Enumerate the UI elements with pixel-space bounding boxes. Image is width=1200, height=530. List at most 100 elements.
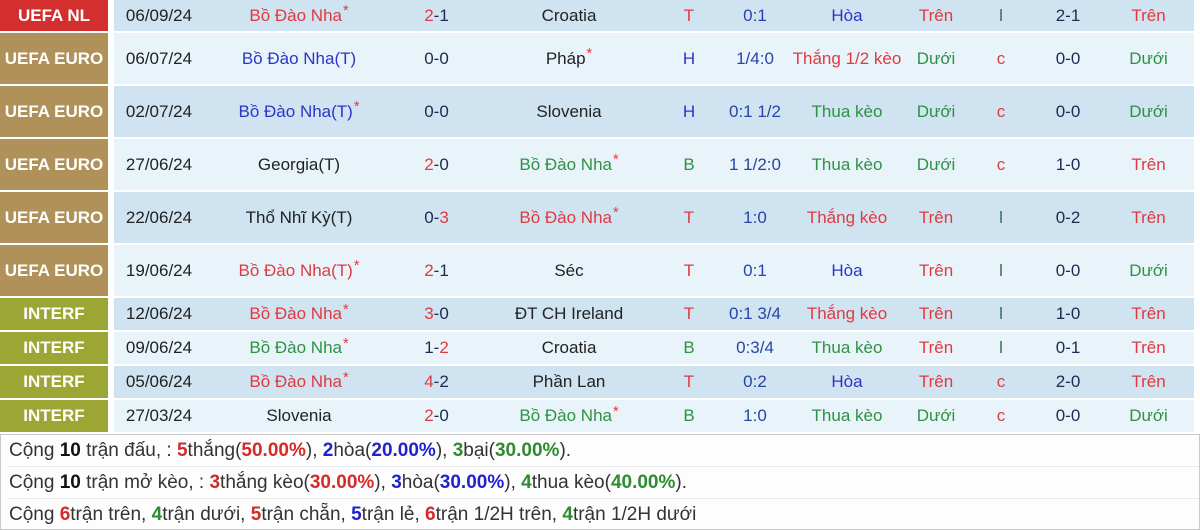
column-gap xyxy=(108,86,114,137)
handicap-cell: 1 1/2:0 xyxy=(719,139,791,190)
away-goals: 0 xyxy=(439,406,449,426)
date-cell: 12/06/24 xyxy=(114,298,204,330)
date-cell: 06/09/24 xyxy=(114,0,204,31)
date-cell: 02/07/24 xyxy=(114,86,204,137)
ht-over-under-cell: Dưới xyxy=(1103,86,1194,137)
competition-label: UEFA NL xyxy=(17,5,91,25)
column-gap xyxy=(108,192,114,243)
bet-result-text: Thua kèo xyxy=(811,406,883,426)
handicap-value: 0:1 xyxy=(743,260,767,280)
row-body: 09/06/24 Bồ Đào Nha * 1-2 Croatia B 0:3/4 Thua … xyxy=(114,332,1194,364)
bet-result-text: Thua kèo xyxy=(811,101,883,121)
ht-score: 2-1 xyxy=(1055,5,1081,25)
odd-even-cell: l xyxy=(969,192,1033,243)
bet-result-text: Thua kèo xyxy=(811,338,883,358)
home-goals: 0 xyxy=(424,101,434,121)
ht-over-under-text: Dưới xyxy=(1129,48,1168,68)
ht-over-under-text: Dưới xyxy=(1129,406,1168,426)
bet-result-text: Thắng kèo xyxy=(806,207,888,227)
score-cell: 2-0 xyxy=(394,139,479,190)
result-letter-cell: H xyxy=(659,86,719,137)
ht-over-under-text: Dưới xyxy=(1129,101,1168,121)
summary-line: Cộng 10 trận mở kèo, : 3 thắng kèo(30.00%… xyxy=(9,467,1199,499)
home-team-cell: Bồ Đào Nha * xyxy=(204,366,394,398)
competition-label: INTERF xyxy=(23,304,85,324)
odd-even-letter: l xyxy=(999,338,1003,358)
summary-segment: trận 1/2H dưới xyxy=(572,503,697,525)
score-cell: 0-0 xyxy=(394,86,479,137)
ht-score: 0-0 xyxy=(1055,48,1081,68)
ht-over-under-text: Trên xyxy=(1131,154,1166,174)
summary-segment: 10 xyxy=(59,471,81,493)
handicap-cell: 0:3/4 xyxy=(719,332,791,364)
summary-segment: 30.00% xyxy=(494,439,560,461)
ht-over-under-cell: Trên xyxy=(1103,366,1194,398)
away-team-cell: Phần Lan xyxy=(479,366,659,398)
over-under-cell: Dưới xyxy=(903,400,969,432)
odd-even-letter: l xyxy=(999,304,1003,324)
over-under-cell: Trên xyxy=(903,0,969,31)
result-letter: B xyxy=(683,154,695,174)
home-goals: 4 xyxy=(424,372,434,392)
summary-segment: 5 xyxy=(250,503,262,525)
match-date: 27/03/24 xyxy=(125,406,193,426)
ht-score-cell: 0-1 xyxy=(1033,332,1103,364)
column-gap xyxy=(108,298,114,330)
team-name: Bồ Đào Nha xyxy=(519,154,612,174)
summary-segment: 4 xyxy=(562,503,573,525)
home-team-cell: Slovenia xyxy=(204,400,394,432)
competition-label: UEFA EURO xyxy=(4,154,104,174)
team-name: Croatia xyxy=(541,338,597,358)
away-team-cell: Slovenia xyxy=(479,86,659,137)
ht-over-under-text: Trên xyxy=(1131,338,1166,358)
match-row: INTERF 12/06/24 Bồ Đào Nha * 3-0 ĐT CH Irelan… xyxy=(0,298,1200,332)
home-team-cell: Bồ Đào Nha(T) * xyxy=(204,245,394,296)
date-cell: 05/06/24 xyxy=(114,366,204,398)
over-under-text: Dưới xyxy=(916,406,956,426)
score-dash: - xyxy=(433,406,440,426)
away-team-cell: ĐT CH Ireland xyxy=(479,298,659,330)
ht-score-cell: 0-0 xyxy=(1033,245,1103,296)
odd-even-letter: c xyxy=(996,101,1006,121)
summary-segment: hòa( xyxy=(401,471,440,493)
competition-label: INTERF xyxy=(23,372,85,392)
bet-result-cell: Thắng 1/2 kèo xyxy=(791,33,903,84)
summary-segment: 30.00% xyxy=(439,471,505,493)
match-row: UEFA EURO 02/07/24 Bồ Đào Nha(T) * 0-0 Sloven… xyxy=(0,86,1200,139)
match-date: 19/06/24 xyxy=(125,260,193,280)
odd-even-letter: l xyxy=(999,207,1003,227)
over-under-text: Dưới xyxy=(916,154,956,174)
team-name: Bồ Đào Nha xyxy=(519,207,612,227)
home-team-cell: Bồ Đào Nha(T) * xyxy=(204,86,394,137)
competition-cell: UEFA NL xyxy=(0,0,108,31)
result-letter-cell: B xyxy=(659,400,719,432)
summary-segment: 3 xyxy=(209,471,221,493)
score-dash: - xyxy=(433,260,440,280)
bet-result-cell: Thua kèo xyxy=(791,400,903,432)
competition-label: UEFA EURO xyxy=(4,101,104,121)
summary-segment: thua kèo( xyxy=(531,471,611,493)
team-name: Bồ Đào Nha xyxy=(519,406,612,426)
result-letter: T xyxy=(683,207,695,227)
over-under-text: Trên xyxy=(918,372,954,392)
ht-score: 2-0 xyxy=(1055,372,1081,392)
result-letter: B xyxy=(683,406,695,426)
competition-cell: UEFA EURO xyxy=(0,245,108,296)
ht-over-under-text: Trên xyxy=(1131,372,1166,392)
handicap-cell: 0:1 xyxy=(719,0,791,31)
summary-segment: 20.00% xyxy=(371,439,436,461)
summary-segment: trận dưới, xyxy=(162,503,251,525)
result-letter-cell: T xyxy=(659,0,719,31)
summary-segment: trận chẵn, xyxy=(261,503,352,525)
ht-over-under-cell: Dưới xyxy=(1103,245,1194,296)
result-letter: T xyxy=(683,5,695,25)
summary-segment: Cộng xyxy=(9,439,60,461)
away-goals: 0 xyxy=(439,304,449,324)
match-date: 27/06/24 xyxy=(125,154,193,174)
summary-segment: 5 xyxy=(351,503,362,525)
handicap-cell: 0:1 3/4 xyxy=(719,298,791,330)
match-row: INTERF 09/06/24 Bồ Đào Nha * 1-2 Croatia B 0:3/… xyxy=(0,332,1200,366)
score-cell: 2-1 xyxy=(394,0,479,31)
team-name: Séc xyxy=(554,260,584,280)
over-under-cell: Trên xyxy=(903,192,969,243)
